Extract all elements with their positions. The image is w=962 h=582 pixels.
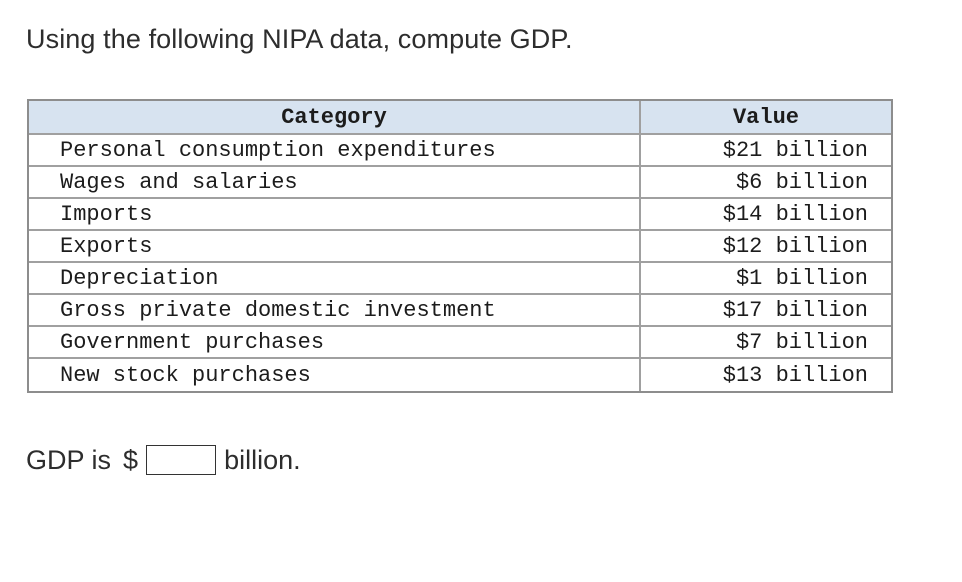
- table-row: Personal consumption expenditures $21 bi…: [29, 135, 891, 167]
- category-cell: New stock purchases: [29, 359, 641, 391]
- value-cell: $12 billion: [641, 231, 891, 263]
- category-cell: Wages and salaries: [29, 167, 641, 199]
- value-cell: $21 billion: [641, 135, 891, 167]
- category-cell: Imports: [29, 199, 641, 231]
- answer-line: GDP is $ billion.: [26, 440, 301, 480]
- table-row: Gross private domestic investment $17 bi…: [29, 295, 891, 327]
- value-cell: $1 billion: [641, 263, 891, 295]
- value-cell: $14 billion: [641, 199, 891, 231]
- value-cell: $6 billion: [641, 167, 891, 199]
- category-cell: Exports: [29, 231, 641, 263]
- gdp-answer-input[interactable]: [146, 445, 217, 475]
- answer-suffix: billion.: [224, 444, 301, 475]
- category-column-header: Category: [29, 101, 641, 135]
- category-cell: Government purchases: [29, 327, 641, 359]
- value-cell: $13 billion: [722, 362, 868, 388]
- category-cell: Gross private domestic investment: [29, 295, 641, 327]
- table-row: Wages and salaries $6 billion: [29, 167, 891, 199]
- value-cell: $17 billion: [641, 295, 891, 327]
- value-column-header: Value: [641, 101, 891, 135]
- table-row: Government purchases $7 billion: [29, 327, 891, 359]
- category-cell: Personal consumption expenditures: [29, 135, 641, 167]
- table-row: Imports $14 billion: [29, 199, 891, 231]
- answer-prefix: GDP is: [26, 444, 112, 475]
- category-cell: Depreciation: [29, 263, 641, 295]
- table-header-row: Category Value: [29, 101, 891, 135]
- table-row: Depreciation $1 billion: [29, 263, 891, 295]
- table-row: Exports $12 billion: [29, 231, 891, 263]
- value-cell: $7 billion: [641, 327, 891, 359]
- question-text: Using the following NIPA data, compute G…: [26, 24, 573, 54]
- nipa-data-table: Category Value Personal consumption expe…: [27, 99, 893, 393]
- currency-symbol: $: [123, 444, 139, 475]
- table-row: New stock purchases $13 billion: [29, 359, 891, 391]
